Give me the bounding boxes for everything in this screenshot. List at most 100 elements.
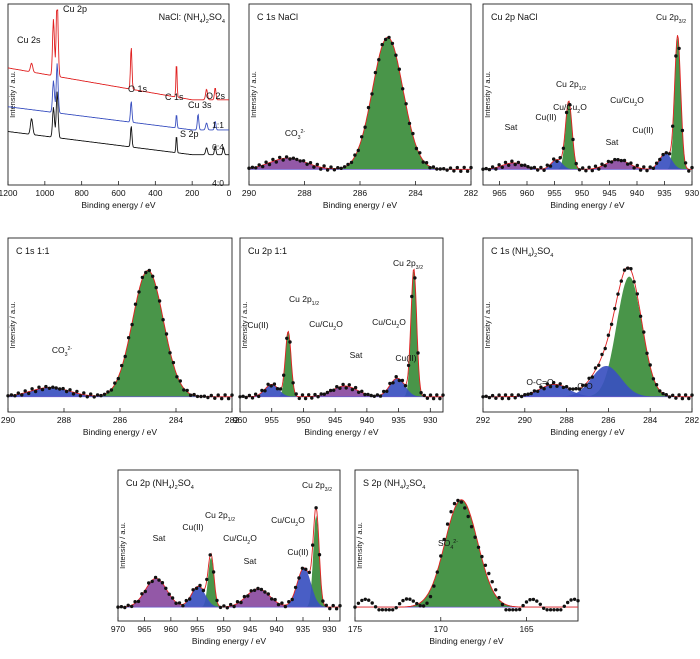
data-point: [147, 268, 151, 273]
data-point: [680, 128, 685, 133]
data-point: [298, 159, 302, 163]
data-point: [487, 167, 492, 172]
peak-annotation: Cu(II): [182, 522, 203, 532]
data-point: [209, 393, 213, 398]
fit-envelope: [355, 499, 578, 608]
data-point: [513, 162, 517, 167]
data-point: [566, 600, 570, 605]
data-point: [215, 598, 219, 603]
data-point: [401, 598, 405, 603]
data-point: [256, 586, 260, 591]
data-point: [529, 166, 533, 170]
panel-cu2p_nacl: 965 960 955 950 945 940 935 930 Binding energy /…: [481, 3, 699, 210]
data-point: [133, 600, 137, 604]
x-tick-label: 165: [519, 624, 533, 634]
data-point: [369, 393, 373, 398]
data-point: [523, 393, 527, 397]
data-point: [654, 383, 659, 387]
data-point: [239, 600, 243, 605]
data-point: [44, 384, 48, 389]
data-point: [211, 570, 216, 574]
data-point: [373, 70, 378, 75]
data-point: [428, 594, 433, 599]
fit-envelope: [483, 266, 692, 398]
data-point: [568, 387, 572, 391]
data-point: [273, 597, 277, 602]
data-point: [648, 363, 652, 367]
data-point: [465, 169, 470, 173]
data-point: [590, 375, 594, 379]
data-point: [305, 162, 309, 166]
data-point: [574, 161, 578, 166]
x-tick-label: 950: [575, 188, 589, 198]
data-point: [531, 597, 536, 602]
data-point: [140, 592, 144, 596]
y-axis-label: Intensity / a.u.: [8, 71, 17, 118]
data-point: [680, 396, 685, 401]
data-point: [329, 165, 333, 169]
panel-s2p_nh4: 175 170 165 Binding energy / eV Intensity / …: [348, 469, 580, 646]
peak-annotation: Sat: [244, 556, 257, 566]
data-point: [9, 393, 14, 397]
panel-title: Cu 2p (NH4)2SO4: [126, 478, 194, 491]
data-point: [421, 604, 426, 608]
data-point: [383, 37, 388, 42]
data-point: [503, 160, 508, 165]
data-point: [584, 383, 588, 387]
data-point: [375, 393, 380, 397]
data-point: [510, 393, 514, 397]
panel-title: S 2p (NH4)2SO4: [363, 478, 425, 491]
data-point: [319, 392, 323, 396]
data-point: [27, 391, 31, 396]
peak-annotation: Cu 2s: [17, 35, 41, 45]
x-axis-label: Binding energy / eV: [304, 427, 379, 437]
data-point: [410, 294, 414, 299]
data-point: [238, 395, 242, 399]
data-point: [75, 389, 79, 394]
panel-c1s_nh4: 292 290 288 286 284 282 Binding energy / eV Int…: [476, 237, 699, 437]
data-point: [161, 318, 165, 322]
data-point: [483, 563, 488, 567]
data-point: [54, 386, 58, 390]
data-point: [677, 46, 681, 51]
x-tick-label: 200: [185, 188, 199, 198]
data-point: [37, 385, 41, 389]
data-point: [532, 165, 537, 170]
component-c-c: [249, 37, 471, 170]
data-point: [275, 387, 280, 391]
x-tick-label: 290: [1, 415, 15, 425]
data-point: [600, 162, 604, 166]
data-point: [452, 169, 456, 173]
x-tick-label: 940: [269, 624, 283, 634]
panel-c1s_11: 290 288 286 284 282 Binding energy / eV Intens…: [1, 237, 239, 437]
x-tick-label: 940: [360, 415, 374, 425]
data-point: [16, 391, 20, 395]
data-point: [288, 340, 292, 344]
data-point: [249, 589, 253, 593]
data-point: [539, 385, 543, 389]
data-point: [307, 393, 311, 397]
data-point: [642, 330, 646, 334]
x-tick-label: 935: [657, 188, 671, 198]
x-axis-label: Binding energy / eV: [192, 636, 267, 646]
data-point: [651, 377, 656, 381]
data-point: [526, 392, 530, 396]
data-point: [484, 394, 488, 398]
data-point: [552, 380, 556, 385]
data-point: [222, 604, 226, 608]
data-point: [593, 164, 598, 168]
data-point: [577, 387, 582, 391]
data-point: [424, 161, 429, 165]
data-point: [635, 163, 639, 168]
peak-annotation: Cu(II): [395, 353, 416, 363]
data-point: [360, 389, 364, 393]
data-point: [300, 393, 305, 397]
data-point: [261, 164, 265, 169]
data-point: [191, 588, 195, 592]
data-point: [116, 376, 121, 381]
data-point: [13, 394, 17, 398]
data-point: [494, 396, 498, 400]
x-axis-label: Binding energy / eV: [550, 200, 625, 210]
data-point: [360, 135, 364, 139]
component-sat-1: [240, 386, 443, 397]
